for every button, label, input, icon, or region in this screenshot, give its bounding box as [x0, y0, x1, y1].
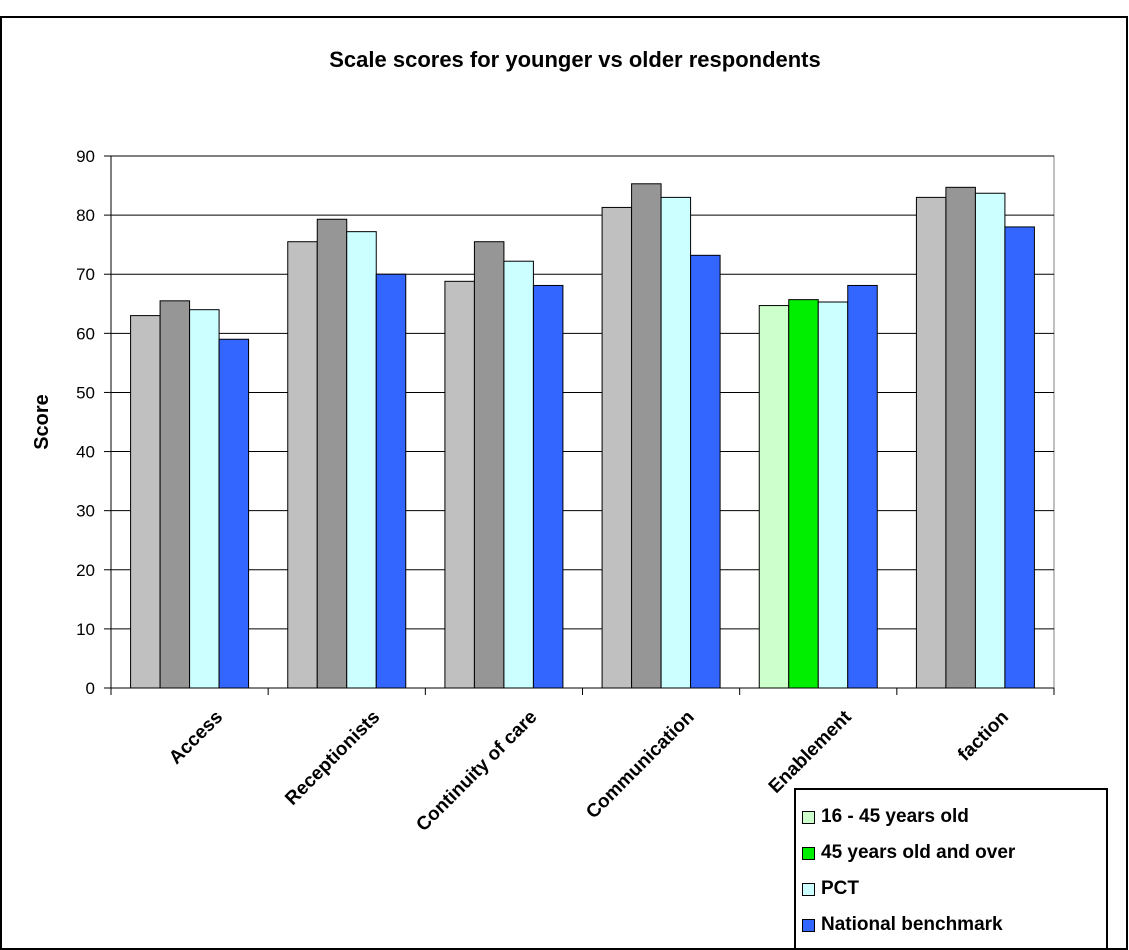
y-tick-label: 30: [76, 502, 95, 521]
plot-area: [110, 155, 1055, 689]
bar-5-2: [974, 192, 1006, 689]
bar-5-1: [945, 186, 976, 689]
legend-label: National benchmark: [821, 914, 1003, 935]
y-tick-label: 70: [76, 265, 95, 284]
y-tick-label: 40: [76, 443, 95, 462]
bar-2-0: [444, 280, 475, 689]
bar-0-1: [159, 300, 191, 689]
legend-item: 45 years old and over: [802, 838, 1015, 868]
y-axis-label: Score: [31, 394, 53, 450]
bar-4-1: [788, 299, 819, 689]
bars: [130, 183, 1035, 689]
bar-5-3: [1004, 226, 1035, 689]
legend-label: 16 - 45 years old: [821, 806, 969, 827]
legend-swatch: [802, 810, 815, 824]
y-tick-label: 10: [76, 620, 95, 639]
gridlines: [111, 155, 1054, 630]
bar-1-3: [375, 273, 407, 689]
y-axis-ticks: [104, 155, 111, 689]
bar-4-3: [847, 284, 878, 689]
bar-3-1: [631, 183, 662, 689]
bar-0-0: [130, 315, 161, 689]
legend-swatch: [802, 882, 815, 896]
bar-0-3: [218, 338, 250, 689]
bar-1-1: [316, 218, 348, 689]
bar-5-0: [915, 196, 947, 689]
bar-4-2: [817, 301, 849, 689]
bar-1-2: [346, 231, 377, 689]
bar-3-3: [690, 254, 721, 689]
legend-swatch: [802, 918, 815, 932]
chart-title: Scale scores for younger vs older respon…: [329, 47, 821, 72]
bar-3-2: [660, 196, 692, 689]
legend-item: PCT: [802, 874, 859, 904]
bar-2-3: [532, 284, 564, 689]
y-tick-label: 80: [76, 206, 95, 225]
bar-0-2: [189, 309, 220, 689]
y-tick-label: 90: [76, 147, 95, 166]
y-tick-label: 0: [86, 679, 95, 698]
x-axis-ticks: [110, 688, 1055, 695]
legend: 16 - 45 years old 45 years old and over PC…: [794, 788, 1108, 950]
y-tick-label: 60: [76, 324, 95, 343]
y-tick-label: 20: [76, 561, 95, 580]
legend-label: PCT: [821, 878, 859, 899]
bar-1-0: [287, 241, 318, 689]
bar-4-0: [758, 305, 790, 689]
legend-item: National benchmark: [802, 910, 1003, 940]
legend-item: 16 - 45 years old: [802, 802, 969, 832]
y-tick-label: 50: [76, 383, 95, 402]
bar-3-0: [601, 206, 633, 689]
bar-2-1: [473, 241, 505, 689]
legend-label: 45 years old and over: [821, 842, 1016, 863]
y-axis-tick-labels: 0 10 20 30 40 50 60 70 80 90: [76, 147, 95, 698]
legend-swatch: [802, 846, 815, 860]
bar-2-2: [503, 260, 534, 689]
